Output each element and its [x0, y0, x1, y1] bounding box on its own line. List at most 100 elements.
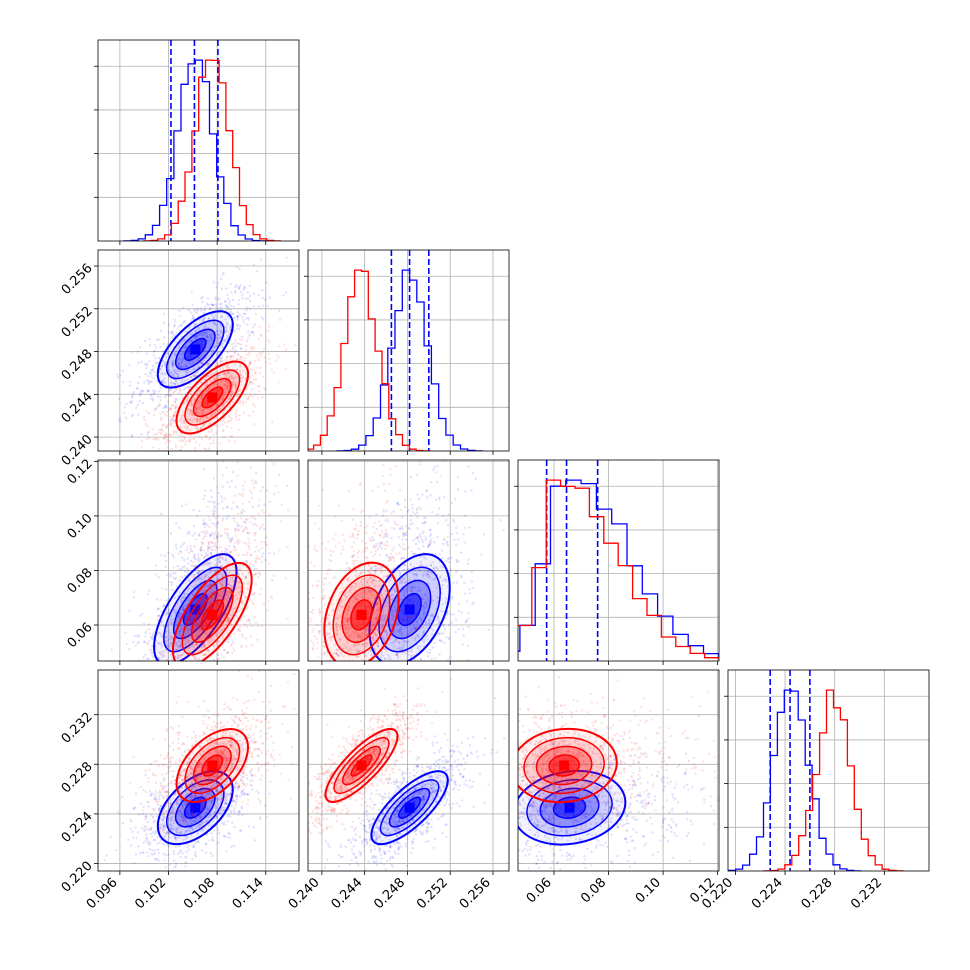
scatter-point — [166, 611, 169, 614]
scatter-point — [204, 389, 208, 392]
scatter-point — [197, 406, 200, 409]
scatter-point — [169, 638, 172, 642]
scatter-point — [224, 546, 227, 549]
scatter-point — [139, 392, 142, 395]
scatter-point — [197, 374, 200, 378]
scatter-point — [150, 645, 154, 648]
scatter-point — [225, 466, 228, 469]
scatter-point — [187, 647, 190, 650]
scatter-point — [243, 527, 246, 530]
scatter-point — [246, 323, 249, 326]
scatter-point — [175, 398, 179, 401]
scatter-point — [230, 380, 234, 383]
scatter-point — [211, 303, 214, 307]
scatter-point — [456, 538, 460, 541]
scatter-point — [216, 553, 220, 556]
scatter-point — [191, 412, 194, 415]
scatter-point — [252, 602, 255, 606]
scatter-point — [158, 431, 161, 434]
scatter-point — [197, 534, 201, 537]
scatter-point — [237, 285, 240, 288]
scatter-point — [173, 693, 175, 695]
scatter-point — [220, 629, 223, 632]
scatter-point — [178, 370, 181, 373]
scatter-point — [209, 307, 212, 310]
scatter-point — [145, 366, 148, 370]
scatter-point — [242, 321, 246, 324]
scatter-point — [266, 609, 269, 612]
scatter-point — [432, 439, 434, 441]
scatter-point — [172, 363, 175, 366]
scatter-point — [458, 701, 460, 703]
scatter-point — [159, 329, 163, 332]
scatter-point — [375, 665, 377, 667]
scatter-point — [181, 322, 184, 325]
scatter-point — [202, 523, 205, 526]
scatter-point — [278, 309, 281, 313]
scatter-point — [259, 678, 261, 680]
scatter-point — [273, 492, 276, 496]
scatter-point — [203, 316, 206, 320]
scatter-point — [165, 410, 168, 414]
scatter-point — [282, 294, 285, 297]
scatter-point — [389, 473, 392, 477]
scatter-point — [405, 531, 408, 534]
scatter-point — [250, 491, 253, 494]
scatter-point — [245, 518, 248, 521]
scatter-point — [315, 637, 318, 640]
density-peak — [207, 609, 218, 620]
scatter-point — [216, 329, 219, 333]
scatter-point — [196, 515, 199, 518]
scatter-point — [300, 693, 302, 695]
scatter-point — [464, 514, 467, 517]
scatter-point — [455, 532, 459, 535]
scatter-point — [186, 571, 189, 574]
scatter-point — [159, 697, 161, 699]
scatter-point — [248, 548, 251, 551]
scatter-point — [154, 466, 156, 468]
scatter-point — [210, 303, 214, 306]
scatter-point — [201, 715, 203, 717]
scatter-point — [264, 298, 267, 301]
scatter-point — [281, 441, 283, 443]
scatter-point — [250, 368, 253, 371]
scatter-point — [174, 406, 177, 409]
scatter-point — [183, 677, 185, 679]
scatter-point — [185, 399, 188, 403]
scatter-point — [249, 361, 252, 364]
scatter-point — [181, 556, 184, 559]
scatter-point — [267, 626, 269, 628]
scatter-point — [173, 334, 176, 337]
scatter-point — [286, 484, 289, 487]
scatter-point — [225, 515, 228, 518]
scatter-point — [232, 501, 235, 504]
scatter-point — [302, 609, 304, 611]
scatter-point — [402, 543, 405, 546]
scatter-point — [422, 545, 425, 548]
scatter-point — [204, 415, 207, 419]
scatter-point — [249, 380, 253, 383]
scatter-point — [175, 618, 179, 622]
scatter-point — [390, 526, 394, 529]
scatter-point — [197, 366, 200, 370]
scatter-point — [223, 384, 227, 387]
scatter-point — [177, 362, 180, 365]
scatter-point — [240, 376, 243, 380]
scatter-point — [233, 527, 237, 531]
scatter-point — [211, 662, 213, 664]
scatter-point — [141, 390, 144, 393]
scatter-point — [285, 291, 288, 294]
scatter-point — [153, 343, 156, 347]
scatter-point — [137, 361, 140, 365]
scatter-point — [189, 559, 193, 563]
scatter-point — [117, 419, 121, 422]
scatter-point — [236, 392, 239, 396]
scatter-point — [224, 300, 227, 303]
scatter-point — [481, 674, 483, 676]
scatter-point — [160, 416, 163, 420]
scatter-point — [217, 558, 220, 561]
scatter-point — [155, 406, 158, 410]
scatter-point — [165, 404, 168, 407]
scatter-point — [426, 496, 429, 499]
scatter-point — [168, 393, 171, 396]
